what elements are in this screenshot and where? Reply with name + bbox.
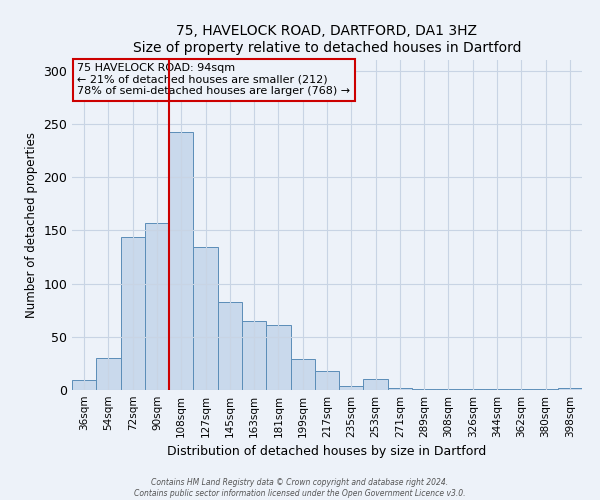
X-axis label: Distribution of detached houses by size in Dartford: Distribution of detached houses by size …: [167, 446, 487, 458]
Text: Contains HM Land Registry data © Crown copyright and database right 2024.
Contai: Contains HM Land Registry data © Crown c…: [134, 478, 466, 498]
Bar: [485, 389, 509, 390]
Bar: [266, 325, 290, 390]
Bar: [218, 302, 242, 390]
Bar: [509, 389, 533, 390]
Text: 75 HAVELOCK ROAD: 94sqm
← 21% of detached houses are smaller (212)
78% of semi-d: 75 HAVELOCK ROAD: 94sqm ← 21% of detache…: [77, 64, 350, 96]
Bar: [96, 358, 121, 390]
Bar: [169, 132, 193, 390]
Bar: [242, 321, 266, 390]
Bar: [533, 389, 558, 390]
Bar: [72, 380, 96, 390]
Title: 75, HAVELOCK ROAD, DARTFORD, DA1 3HZ
Size of property relative to detached house: 75, HAVELOCK ROAD, DARTFORD, DA1 3HZ Siz…: [133, 24, 521, 54]
Bar: [145, 223, 169, 390]
Bar: [121, 236, 145, 390]
Bar: [193, 248, 218, 390]
Bar: [558, 388, 582, 390]
Bar: [388, 388, 412, 390]
Y-axis label: Number of detached properties: Number of detached properties: [25, 132, 38, 318]
Bar: [290, 359, 315, 390]
Bar: [412, 389, 436, 390]
Bar: [436, 389, 461, 390]
Bar: [364, 380, 388, 390]
Bar: [315, 371, 339, 390]
Bar: [461, 389, 485, 390]
Bar: [339, 386, 364, 390]
